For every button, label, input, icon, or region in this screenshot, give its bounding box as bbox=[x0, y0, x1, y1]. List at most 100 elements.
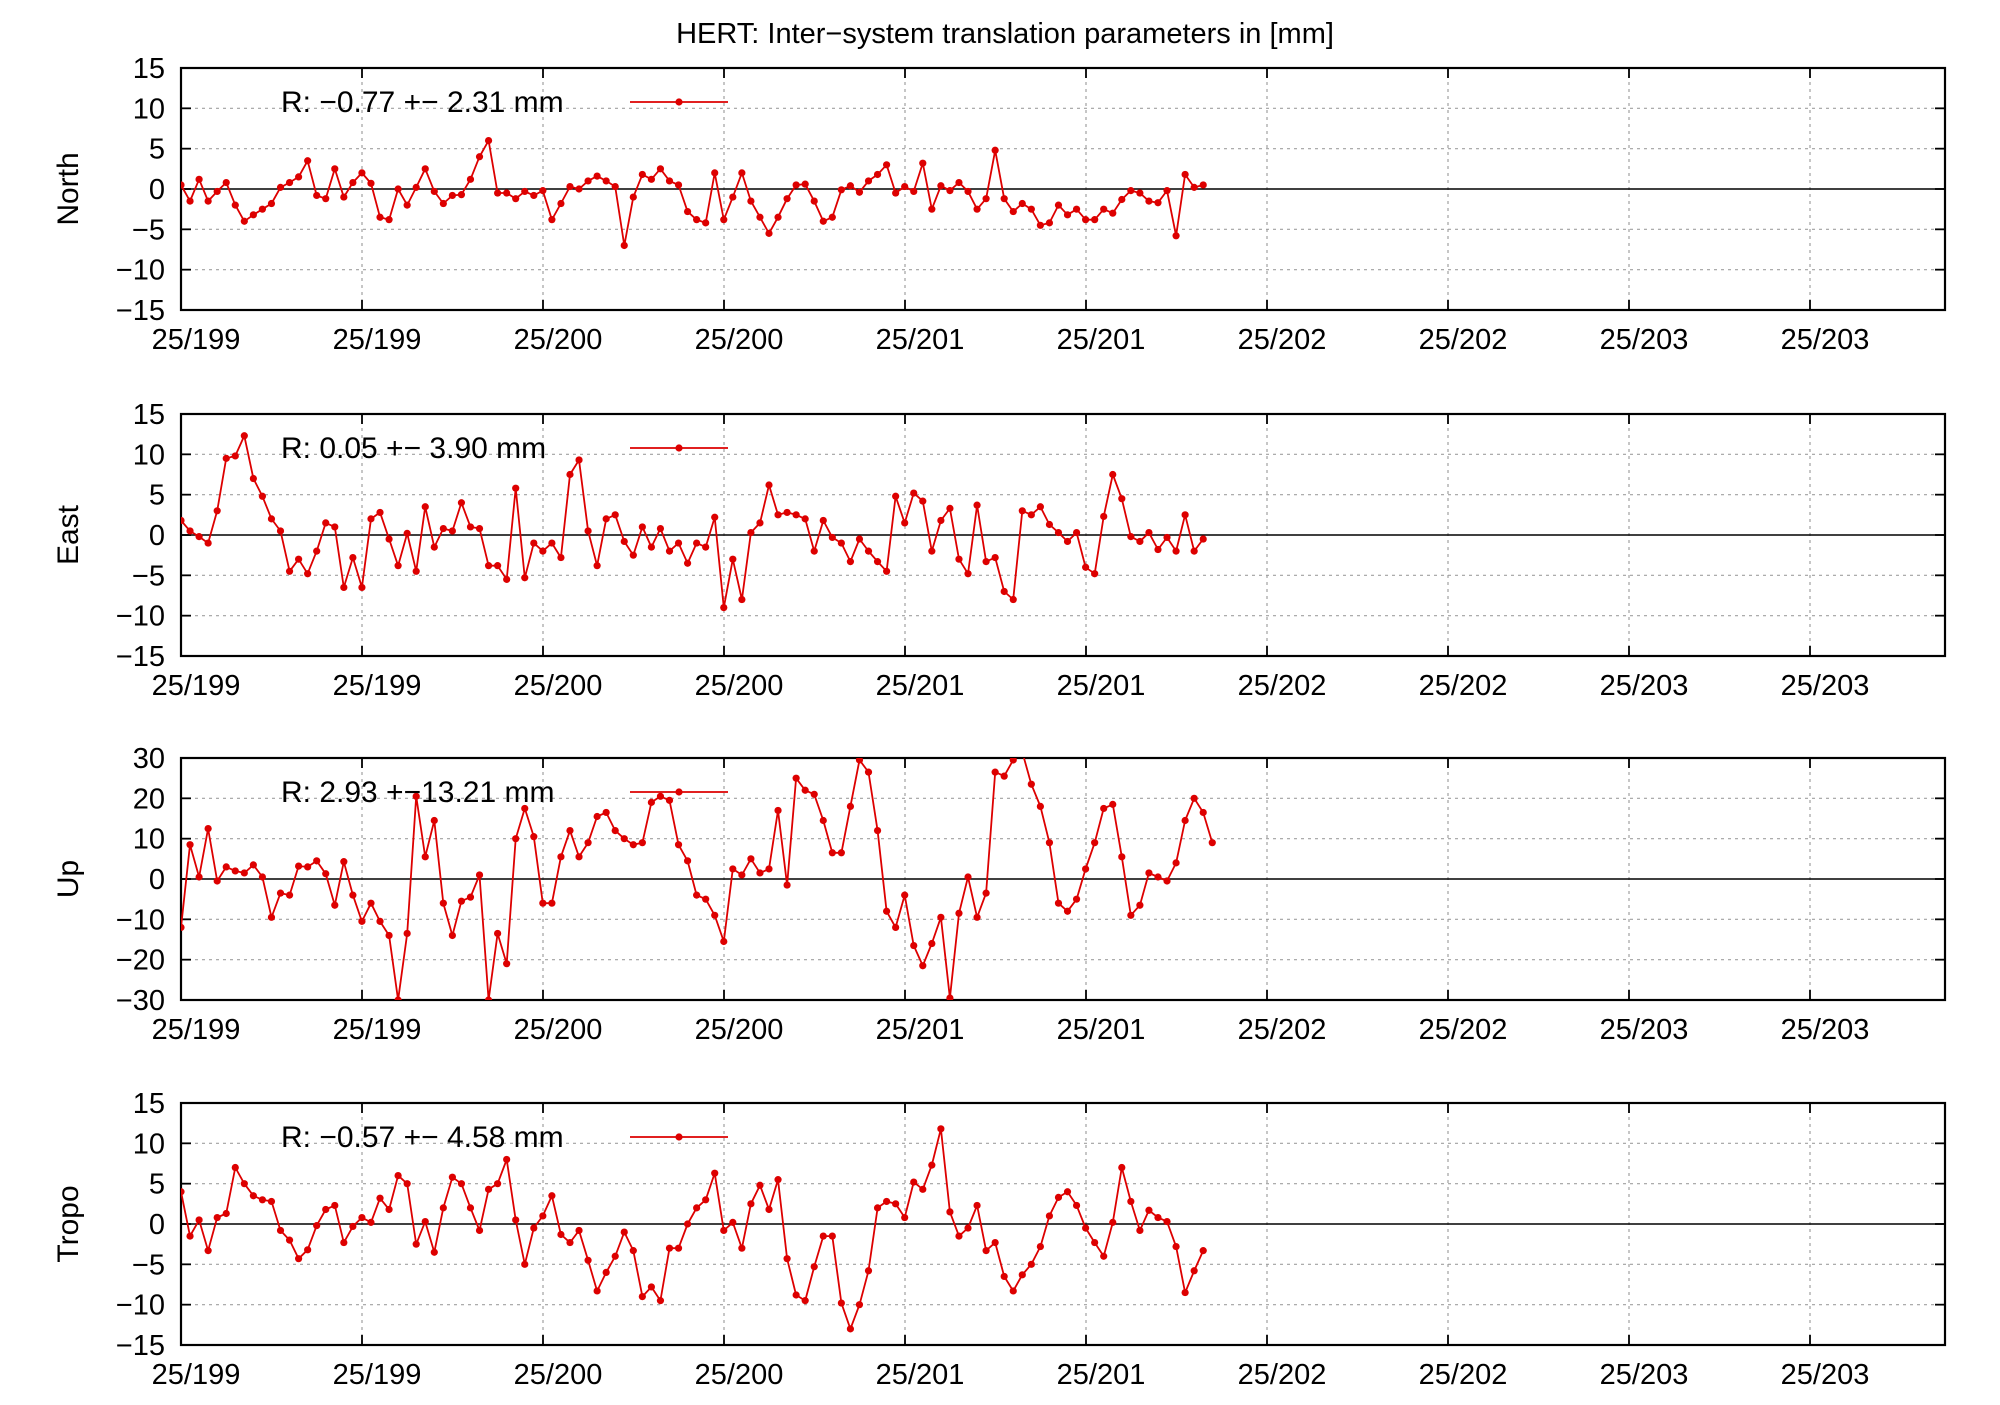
data-point bbox=[855, 758, 864, 764]
data-point bbox=[213, 877, 221, 885]
legend: R: −0.57 +− 4.58 mm bbox=[281, 1121, 728, 1154]
data-point bbox=[530, 539, 538, 547]
data-point bbox=[512, 1216, 520, 1224]
x-tick-label: 25/201 bbox=[1057, 670, 1146, 702]
data-point bbox=[484, 996, 493, 1000]
data-point bbox=[1190, 1267, 1198, 1275]
data-point bbox=[439, 899, 447, 907]
data-point bbox=[204, 197, 212, 205]
data-point bbox=[421, 1217, 429, 1226]
data-point bbox=[1063, 1188, 1072, 1196]
data-point bbox=[1181, 511, 1189, 519]
data-point bbox=[285, 178, 294, 187]
data-point bbox=[855, 188, 864, 196]
data-point bbox=[376, 1194, 384, 1202]
data-point bbox=[792, 181, 800, 189]
data-point bbox=[421, 503, 429, 511]
data-point bbox=[457, 499, 466, 507]
data-point bbox=[656, 1297, 665, 1305]
x-tick-label: 25/201 bbox=[876, 670, 965, 702]
data-point bbox=[313, 547, 321, 555]
data-point bbox=[1072, 528, 1081, 537]
data-point bbox=[620, 835, 628, 843]
data-point bbox=[837, 849, 845, 857]
data-point bbox=[1036, 503, 1044, 511]
data-point bbox=[1172, 232, 1180, 240]
data-point bbox=[575, 456, 583, 464]
data-point bbox=[503, 189, 511, 197]
data-point bbox=[385, 216, 393, 224]
data-point bbox=[258, 873, 267, 881]
data-point bbox=[1054, 899, 1063, 907]
y-tick-label: 10 bbox=[133, 93, 165, 125]
data-point bbox=[873, 558, 882, 566]
data-point bbox=[340, 1238, 348, 1247]
data-point bbox=[919, 497, 927, 505]
data-point bbox=[494, 929, 502, 938]
data-point bbox=[864, 177, 873, 185]
data-point bbox=[494, 562, 502, 570]
data-point bbox=[593, 562, 601, 570]
data-point bbox=[828, 849, 836, 857]
data-point bbox=[358, 917, 366, 925]
x-tick-label: 25/200 bbox=[695, 324, 784, 356]
data-point bbox=[1054, 1193, 1063, 1201]
data-point bbox=[1199, 535, 1207, 543]
data-point bbox=[475, 1226, 484, 1235]
data-point bbox=[593, 172, 601, 180]
data-point bbox=[892, 189, 900, 197]
data-point bbox=[403, 929, 411, 938]
data-point bbox=[1109, 470, 1117, 479]
data-point bbox=[674, 181, 683, 189]
data-point bbox=[810, 197, 818, 205]
x-tick-label: 25/203 bbox=[1600, 1014, 1689, 1046]
data-point bbox=[403, 201, 411, 209]
data-point bbox=[1027, 1260, 1035, 1268]
data-point bbox=[738, 871, 746, 879]
data-point bbox=[412, 567, 420, 575]
data-point bbox=[1127, 1197, 1135, 1206]
data-point bbox=[1091, 216, 1099, 224]
data-point bbox=[837, 186, 845, 194]
data-point bbox=[322, 519, 330, 527]
data-point bbox=[195, 175, 203, 183]
data-point bbox=[937, 182, 945, 190]
data-point bbox=[910, 941, 918, 950]
data-point bbox=[1018, 1271, 1026, 1279]
data-point bbox=[883, 1197, 891, 1206]
data-point bbox=[466, 893, 475, 901]
data-point bbox=[656, 524, 665, 533]
data-point bbox=[1181, 816, 1189, 825]
data-point bbox=[1036, 802, 1044, 811]
y-tick-label: −10 bbox=[116, 1290, 165, 1322]
data-point bbox=[873, 1204, 882, 1212]
data-point bbox=[756, 213, 764, 221]
data-point bbox=[674, 841, 683, 849]
legend-label: R: −0.77 +− 2.31 mm bbox=[281, 86, 564, 119]
data-point bbox=[720, 937, 728, 946]
data-point bbox=[756, 1181, 764, 1189]
data-point bbox=[1172, 1242, 1180, 1251]
legend: R: 2.93 +−13.21 mm bbox=[281, 776, 728, 809]
data-point bbox=[774, 1176, 782, 1184]
data-point bbox=[349, 891, 357, 899]
y-tick-label: 10 bbox=[133, 824, 165, 856]
data-point bbox=[1136, 901, 1144, 909]
series-east bbox=[181, 432, 1207, 612]
data-point bbox=[747, 1200, 755, 1208]
data-point bbox=[729, 1218, 737, 1226]
data-point bbox=[548, 216, 556, 224]
data-point bbox=[584, 1256, 592, 1264]
y-tick-label: 10 bbox=[133, 1128, 165, 1160]
data-point bbox=[702, 1196, 710, 1204]
data-point bbox=[828, 533, 836, 542]
data-point bbox=[439, 1204, 447, 1212]
data-point bbox=[629, 551, 637, 559]
data-point bbox=[1181, 170, 1189, 179]
data-point bbox=[1154, 545, 1162, 554]
data-point bbox=[1100, 1252, 1108, 1260]
data-point bbox=[304, 863, 312, 871]
data-point bbox=[883, 907, 891, 915]
data-point bbox=[295, 555, 303, 563]
